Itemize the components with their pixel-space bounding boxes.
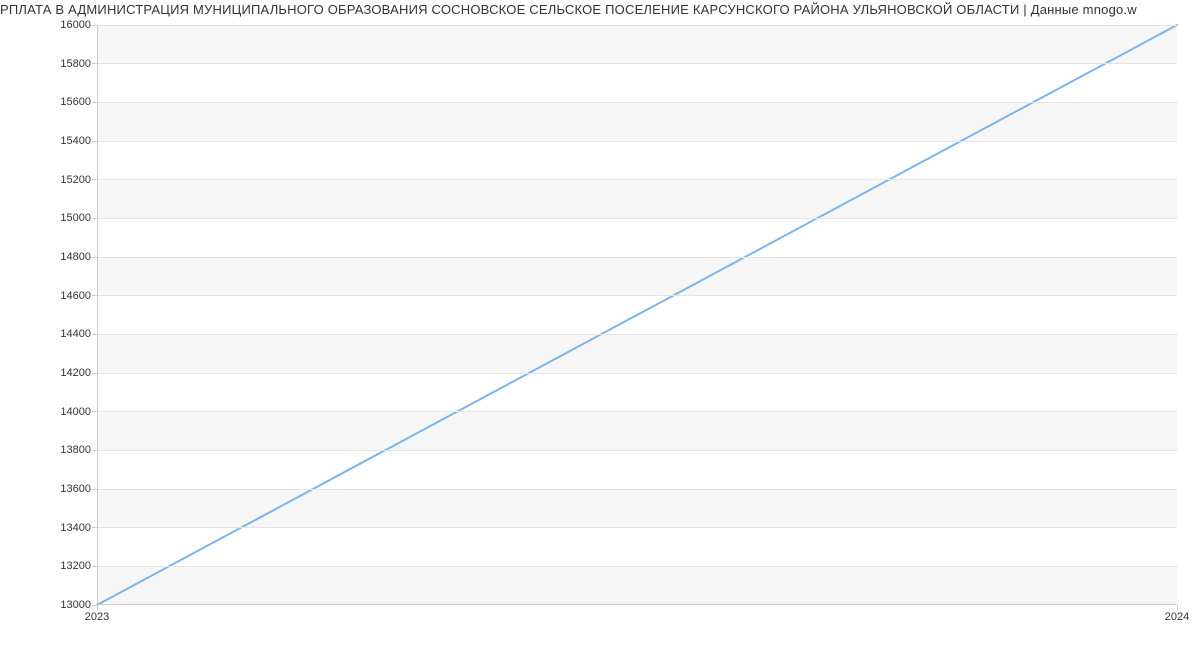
y-gridline (97, 257, 1177, 258)
y-gridline (97, 102, 1177, 103)
y-tick-label: 13400 (60, 522, 91, 534)
y-tick-label: 14800 (60, 251, 91, 263)
y-tick-label: 14400 (60, 328, 91, 340)
y-tick-label: 13600 (60, 483, 91, 495)
plot-area: 1300013200134001360013800140001420014400… (97, 25, 1177, 605)
line-layer (97, 25, 1177, 605)
x-axis-line (97, 604, 1177, 605)
y-tick-label: 15400 (60, 135, 91, 147)
x-tick-label: 2024 (1165, 611, 1189, 623)
y-tick-label: 15200 (60, 174, 91, 186)
y-gridline (97, 334, 1177, 335)
y-gridline (97, 373, 1177, 374)
y-tick-label: 14000 (60, 406, 91, 418)
y-gridline (97, 489, 1177, 490)
y-tick-label: 13200 (60, 560, 91, 572)
y-gridline (97, 179, 1177, 180)
y-gridline (97, 450, 1177, 451)
y-tick-label: 16000 (60, 19, 91, 31)
y-tick-label: 14200 (60, 367, 91, 379)
y-gridline (97, 63, 1177, 64)
y-tick-label: 13800 (60, 444, 91, 456)
x-tick-label: 2023 (85, 611, 109, 623)
y-tick-label: 13000 (60, 599, 91, 611)
y-gridline (97, 295, 1177, 296)
y-tick-label: 15800 (60, 58, 91, 70)
y-gridline (97, 566, 1177, 567)
y-gridline (97, 141, 1177, 142)
series-line (97, 25, 1177, 605)
chart-title: РПЛАТА В АДМИНИСТРАЦИЯ МУНИЦИПАЛЬНОГО ОБ… (0, 2, 1200, 17)
y-gridline (97, 25, 1177, 26)
y-tick-label: 15600 (60, 96, 91, 108)
y-axis-line (97, 25, 98, 605)
x-tick-mark (97, 605, 98, 610)
y-tick-label: 15000 (60, 212, 91, 224)
y-gridline (97, 527, 1177, 528)
x-tick-mark (1177, 605, 1178, 610)
y-gridline (97, 218, 1177, 219)
y-tick-label: 14600 (60, 290, 91, 302)
y-gridline (97, 411, 1177, 412)
chart-container: РПЛАТА В АДМИНИСТРАЦИЯ МУНИЦИПАЛЬНОГО ОБ… (0, 0, 1200, 650)
